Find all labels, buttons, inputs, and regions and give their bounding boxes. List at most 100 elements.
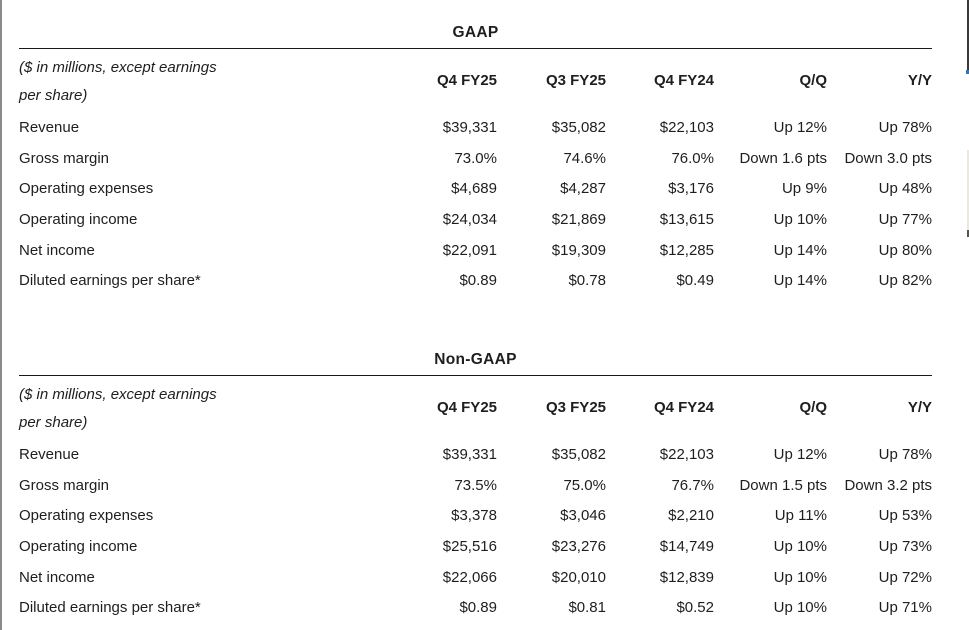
cell-qq: Up 12% [773,118,827,136]
column-header-q3fy25: Q3 FY25 [545,399,606,417]
table-row-diluted-eps: Diluted earnings per share* $0.89 $0.78 … [19,265,932,296]
cell-yy: Up 78% [878,445,932,463]
table-row-diluted-eps: Diluted earnings per share* $0.89 $0.81 … [19,593,932,624]
column-header-qq: Q/Q [799,72,827,89]
cell-q4fy25: $4,689 [451,180,497,198]
cell-q3fy25: $21,869 [551,210,606,228]
section-gap [19,296,969,351]
cell-q4fy25: $24,034 [442,210,497,228]
row-label: Revenue [19,118,80,136]
table-row-revenue: Revenue $39,331 $35,082 $22,103 Up 12% U… [19,112,932,143]
cell-q4fy25: $0.89 [459,272,497,290]
right-edge-light-sliver [967,150,969,230]
cell-q3fy25: $20,010 [551,568,606,586]
cell-yy: Up 53% [878,507,932,525]
column-header-qq: Q/Q [799,399,827,417]
cell-q3fy25: $23,276 [551,538,606,556]
cell-yy: Up 80% [878,241,932,259]
cell-q4fy24: $12,285 [659,241,714,259]
row-label: Net income [19,568,95,586]
column-header-q4fy25: Q4 FY25 [436,399,497,417]
cell-q4fy25: $3,378 [451,507,497,525]
cell-q4fy24: $0.52 [676,599,714,617]
cell-qq: Up 12% [773,445,827,463]
row-label: Revenue [19,445,80,463]
cell-q4fy24: $22,103 [659,445,714,463]
column-header-q4fy24: Q4 FY24 [653,399,714,417]
cell-yy: Up 71% [878,599,932,617]
right-edge-dark-tip [967,230,969,237]
cell-q4fy25: 73.5% [454,476,497,494]
row-label: Gross margin [19,149,110,167]
cell-qq: Up 9% [781,180,827,198]
gaap-table: GAAP ($ in millions, except earnings per… [19,24,932,296]
row-label: Gross margin [19,476,110,494]
cell-qq: Up 10% [773,538,827,556]
cell-qq: Up 14% [773,241,827,259]
cell-q4fy24: $0.49 [676,272,714,290]
column-header-yy: Y/Y [907,72,932,89]
table-rule [19,375,932,377]
cell-qq: Up 10% [773,210,827,228]
cell-q3fy25: $19,309 [551,241,606,259]
cell-qq: Up 10% [773,568,827,586]
cell-q3fy25: 75.0% [563,476,606,494]
cell-q4fy24: $12,839 [659,568,714,586]
cell-qq: Down 1.5 pts [739,476,827,494]
cell-q4fy25: $22,091 [442,241,497,259]
cell-q4fy24: 76.7% [671,476,714,494]
table-row-gross-margin: Gross margin 73.0% 74.6% 76.0% Down 1.6 … [19,143,932,174]
cell-q4fy24: $22,103 [659,118,714,136]
row-label: Net income [19,241,95,259]
cell-qq: Down 1.6 pts [739,149,827,167]
cell-yy: Up 73% [878,538,932,556]
table-row-gross-margin: Gross margin 73.5% 75.0% 76.7% Down 1.5 … [19,470,932,501]
cell-q4fy25: $39,331 [442,445,497,463]
cell-q4fy24: 76.0% [671,149,714,167]
row-label: Operating expenses [19,507,154,525]
column-header-q3fy25: Q3 FY25 [545,72,606,89]
cell-q4fy25: $22,066 [442,568,497,586]
row-label: Operating income [19,538,138,556]
table-row-net-income: Net income $22,091 $19,309 $12,285 Up 14… [19,235,932,266]
cell-q4fy24: $14,749 [659,538,714,556]
cell-q3fy25: $35,082 [551,118,606,136]
cell-q4fy25: 73.0% [454,149,497,167]
cell-yy: Up 82% [878,272,932,290]
row-label: Diluted earnings per share* [19,272,201,290]
table-row-net-income: Net income $22,066 $20,010 $12,839 Up 10… [19,562,932,593]
cell-q4fy24: $3,176 [668,180,714,198]
cell-yy: Down 3.2 pts [844,476,932,494]
cell-qq: Up 11% [774,507,827,525]
cell-q3fy25: $3,046 [560,507,606,525]
cell-yy: Up 48% [878,180,932,198]
table-header-row: ($ in millions, except earnings per shar… [19,49,932,112]
cell-q3fy25: $0.81 [568,599,606,617]
cell-q4fy25: $39,331 [442,118,497,136]
table-row-operating-expenses: Operating expenses $4,689 $4,287 $3,176 … [19,173,932,204]
cell-yy: Up 72% [878,568,932,586]
column-header-yy: Y/Y [907,399,932,417]
units-note-line1: ($ in millions, except earnings [19,385,217,403]
cell-yy: Up 78% [878,118,932,136]
cell-q4fy25: $0.89 [459,599,497,617]
table-row-operating-income: Operating income $24,034 $21,869 $13,615… [19,204,932,235]
row-label: Operating expenses [19,180,154,198]
units-note-line2: per share) [19,86,88,104]
column-header-q4fy25: Q4 FY25 [436,72,497,89]
table-rule [19,48,932,49]
table-header-row: ($ in millions, except earnings per shar… [19,376,932,439]
cell-q3fy25: $0.78 [568,272,606,290]
cell-qq: Up 10% [773,599,827,617]
row-label: Operating income [19,210,138,228]
table-row-revenue: Revenue $39,331 $35,082 $22,103 Up 12% U… [19,439,932,470]
units-note-line2: per share) [19,413,88,431]
cell-yy: Down 3.0 pts [844,149,932,167]
table-row-operating-income: Operating income $25,516 $23,276 $14,749… [19,531,932,562]
cell-q4fy24: $2,210 [668,507,714,525]
cell-q3fy25: 74.6% [563,149,606,167]
units-note: ($ in millions, except earnings per shar… [19,52,361,110]
column-header-q4fy24: Q4 FY24 [653,72,714,89]
